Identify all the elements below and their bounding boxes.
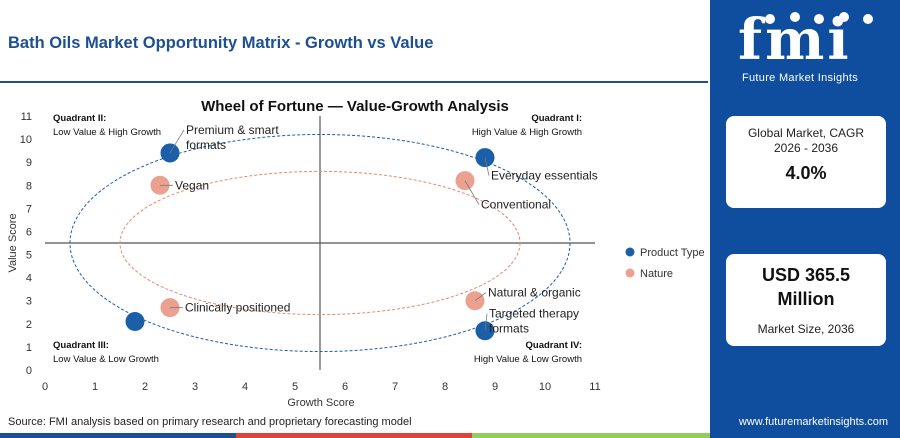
data-label-line: Clinically positioned	[185, 301, 290, 315]
y-tick-label: 8	[26, 180, 32, 192]
opportunity-ellipses	[69, 133, 571, 353]
footer-bar-red	[236, 433, 472, 438]
legend-label: Product Type	[640, 247, 705, 259]
data-label-line: formats	[489, 322, 529, 336]
quadrant-title: Quadrant III:	[53, 340, 109, 351]
market-size-label: Market Size, 2036	[757, 322, 855, 336]
data-label-line: Targeted therapy	[489, 307, 579, 321]
x-tick-label: 7	[392, 381, 398, 393]
legend-label: Nature	[640, 268, 673, 280]
outer-ellipse	[69, 133, 571, 353]
x-tick-label: 6	[342, 381, 348, 393]
y-tick-label: 0	[26, 365, 32, 377]
data-label-line: Vegan	[175, 178, 209, 192]
data-label: Targeted therapy formats	[489, 307, 579, 336]
y-tick-label: 10	[20, 134, 32, 146]
x-tick-label: 3	[192, 381, 198, 393]
data-label-line: Everyday essentials	[491, 169, 598, 183]
quadrant-subtitle: Low Value & Low Growth	[53, 354, 159, 365]
footer-color-bar	[0, 433, 710, 438]
legend: Product Type Nature	[625, 247, 705, 280]
cagr-value: 4.0%	[785, 163, 827, 183]
y-tick-label: 2	[26, 319, 32, 331]
data-label: Premium & smart formats	[186, 123, 279, 152]
x-tick-label: 2	[142, 381, 148, 393]
y-tick-label: 5	[26, 250, 32, 262]
logo-subtitle: Future Market Insights	[742, 72, 859, 84]
data-point	[455, 171, 475, 191]
label-leader-line	[484, 157, 490, 176]
y-tick-label: 7	[26, 203, 32, 215]
footer-bar-green	[472, 433, 710, 438]
market-size-card: USD 365.5 Million Market Size, 2036	[726, 254, 886, 346]
data-point	[160, 143, 180, 163]
website-url[interactable]: www.futuremarketinsights.com	[738, 416, 888, 428]
data-label: Clinically positioned	[185, 301, 290, 315]
data-label-line: Conventional	[481, 198, 551, 212]
data-point	[125, 312, 145, 332]
chart-title: Wheel of Fortune — Value-Growth Analysis	[201, 98, 509, 115]
cagr-card: Global Market, CAGR 2026 - 2036 4.0%	[726, 116, 886, 208]
data-label: Conventional	[481, 198, 551, 212]
logo-icon	[765, 12, 873, 24]
data-label-line: formats	[186, 138, 226, 152]
data-label: Natural & organic	[488, 286, 581, 300]
y-tick-label: 4	[26, 273, 32, 285]
y-tick-label: 9	[26, 157, 32, 169]
x-tick-label: 9	[492, 381, 498, 393]
quadrant-subtitle: High Value & High Growth	[472, 127, 582, 138]
data-point	[465, 291, 485, 311]
logo-wordmark: fmi	[738, 7, 852, 73]
footer-bar-blue	[0, 433, 236, 438]
quadrant-labels: Quadrant II: Low Value & High Growth Quadr…	[53, 113, 582, 365]
label-leader-line	[464, 180, 480, 205]
source-note: Source: FMI analysis based on primary re…	[8, 416, 412, 428]
fmi-logo: fmi Future Market Insights	[718, 6, 892, 88]
opportunity-matrix-chart: Wheel of Fortune — Value-Growth Analysis…	[7, 98, 705, 409]
x-tick-label: 8	[442, 381, 448, 393]
brand-sidebar: fmi Future Market Insights Global Market…	[710, 0, 900, 438]
quadrant-title: Quadrant I:	[531, 113, 582, 124]
x-tick-label: 4	[242, 381, 248, 393]
x-axis-label: Growth Score	[287, 397, 354, 409]
data-label: Everyday essentials	[491, 169, 598, 183]
page-title: Bath Oils Market Opportunity Matrix - Gr…	[8, 34, 434, 52]
x-tick-label: 1	[92, 381, 98, 393]
data-label-line: Premium & smart	[186, 123, 279, 137]
quadrant-title: Quadrant II:	[53, 113, 106, 124]
title-divider	[0, 81, 708, 83]
x-tick-label: 5	[292, 381, 298, 393]
label-leader-line	[484, 313, 488, 331]
legend-marker	[625, 247, 635, 257]
y-axis-label: Value Score	[7, 213, 19, 272]
y-tick-label: 6	[26, 226, 32, 238]
y-tick-label: 1	[26, 342, 32, 354]
x-tick-label: 11	[589, 381, 600, 393]
y-tick-label: 3	[26, 296, 32, 308]
label-leader-line	[169, 129, 185, 154]
quadrant-subtitle: Low Value & High Growth	[53, 127, 161, 138]
market-size-value: USD 365.5 Million	[761, 265, 851, 309]
data-label: Vegan	[175, 178, 209, 192]
x-tick-label: 0	[42, 381, 48, 393]
x-tick-label: 10	[539, 381, 551, 393]
legend-marker	[625, 268, 635, 278]
cagr-label: Global Market, CAGR 2026 - 2036	[747, 126, 865, 155]
label-leader-line	[474, 292, 487, 302]
data-label-line: Natural & organic	[488, 286, 581, 300]
y-tick-label: 11	[21, 111, 32, 123]
axes: 0 1 2 3 4 5 6 7 8 9 10 11 0 1 2 3 4 5 6 7 8 9 10 11 Growth Score…	[7, 111, 601, 409]
data-point	[475, 148, 495, 168]
inner-ellipse	[119, 170, 521, 316]
quadrant-title: Quadrant IV:	[526, 340, 582, 351]
quadrant-subtitle: High Value & Low Growth	[474, 354, 582, 365]
